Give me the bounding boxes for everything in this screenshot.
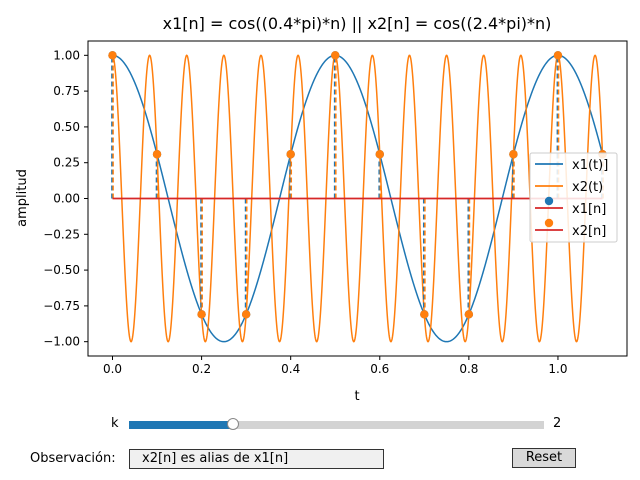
y-tick-label: 0.50 — [53, 120, 80, 134]
x2-sample-point — [331, 51, 340, 60]
x-tick-label: 0.6 — [370, 362, 389, 376]
x2-sample-point — [286, 150, 295, 159]
x2-sample-point — [509, 150, 518, 159]
x-tick-label: 0.2 — [192, 362, 211, 376]
x2-continuous-line — [112, 54, 604, 343]
slider-fill — [129, 421, 233, 429]
y-tick-label: 0.00 — [53, 192, 80, 206]
x2-sample-point — [420, 310, 429, 319]
legend: x1(t)] x2(t) x1[n] x2[n] — [529, 152, 618, 243]
chart-title: x1[n] = cos((0.4*pi)*n) || x2[n] = cos((… — [163, 14, 552, 33]
x-tick-label: 1.0 — [548, 362, 567, 376]
y-tick-label: −1.00 — [43, 335, 80, 349]
reset-button[interactable]: Reset — [512, 448, 576, 468]
x-tick-label: 0.8 — [459, 362, 478, 376]
legend-entry-label: x1[n] — [572, 202, 606, 217]
x2-sample-point — [108, 51, 117, 60]
slider-value: 2 — [553, 416, 562, 431]
y-tick-label: 1.00 — [53, 48, 80, 62]
y-tick-label: 0.25 — [53, 156, 80, 170]
slider-label: k — [111, 416, 119, 431]
slider-handle[interactable] — [226, 418, 239, 430]
x1-continuous-line — [112, 54, 604, 343]
legend-marker-swatch — [544, 196, 554, 206]
legend-entry-label: x2(t) — [572, 180, 603, 195]
x2-sample-point — [197, 310, 206, 319]
observation-textbox[interactable]: x2[n] es alias de x1[n] — [129, 449, 384, 469]
legend-entry-label: x2[n] — [572, 224, 606, 239]
x-tick-label: 0.0 — [103, 362, 122, 376]
k-slider[interactable] — [129, 418, 544, 430]
x2-sample-point — [553, 51, 563, 60]
x2-sample-point — [464, 310, 474, 319]
y-tick-label: −0.25 — [43, 227, 80, 241]
x-axis-label: t — [354, 389, 359, 404]
legend-entry-label: x1(t)] — [572, 158, 608, 173]
y-tick-label: 0.75 — [53, 84, 80, 98]
y-axis-label: amplitud — [15, 169, 30, 227]
y-tick-label: −0.50 — [43, 263, 80, 277]
x2-sample-point — [241, 310, 251, 319]
legend-marker-swatch — [544, 218, 554, 228]
x2-sample-point — [375, 150, 384, 159]
y-tick-label: −0.75 — [43, 299, 80, 313]
x2-sample-point — [152, 150, 162, 159]
x-tick-label: 0.4 — [281, 362, 300, 376]
observation-label: Observación: — [30, 451, 116, 466]
